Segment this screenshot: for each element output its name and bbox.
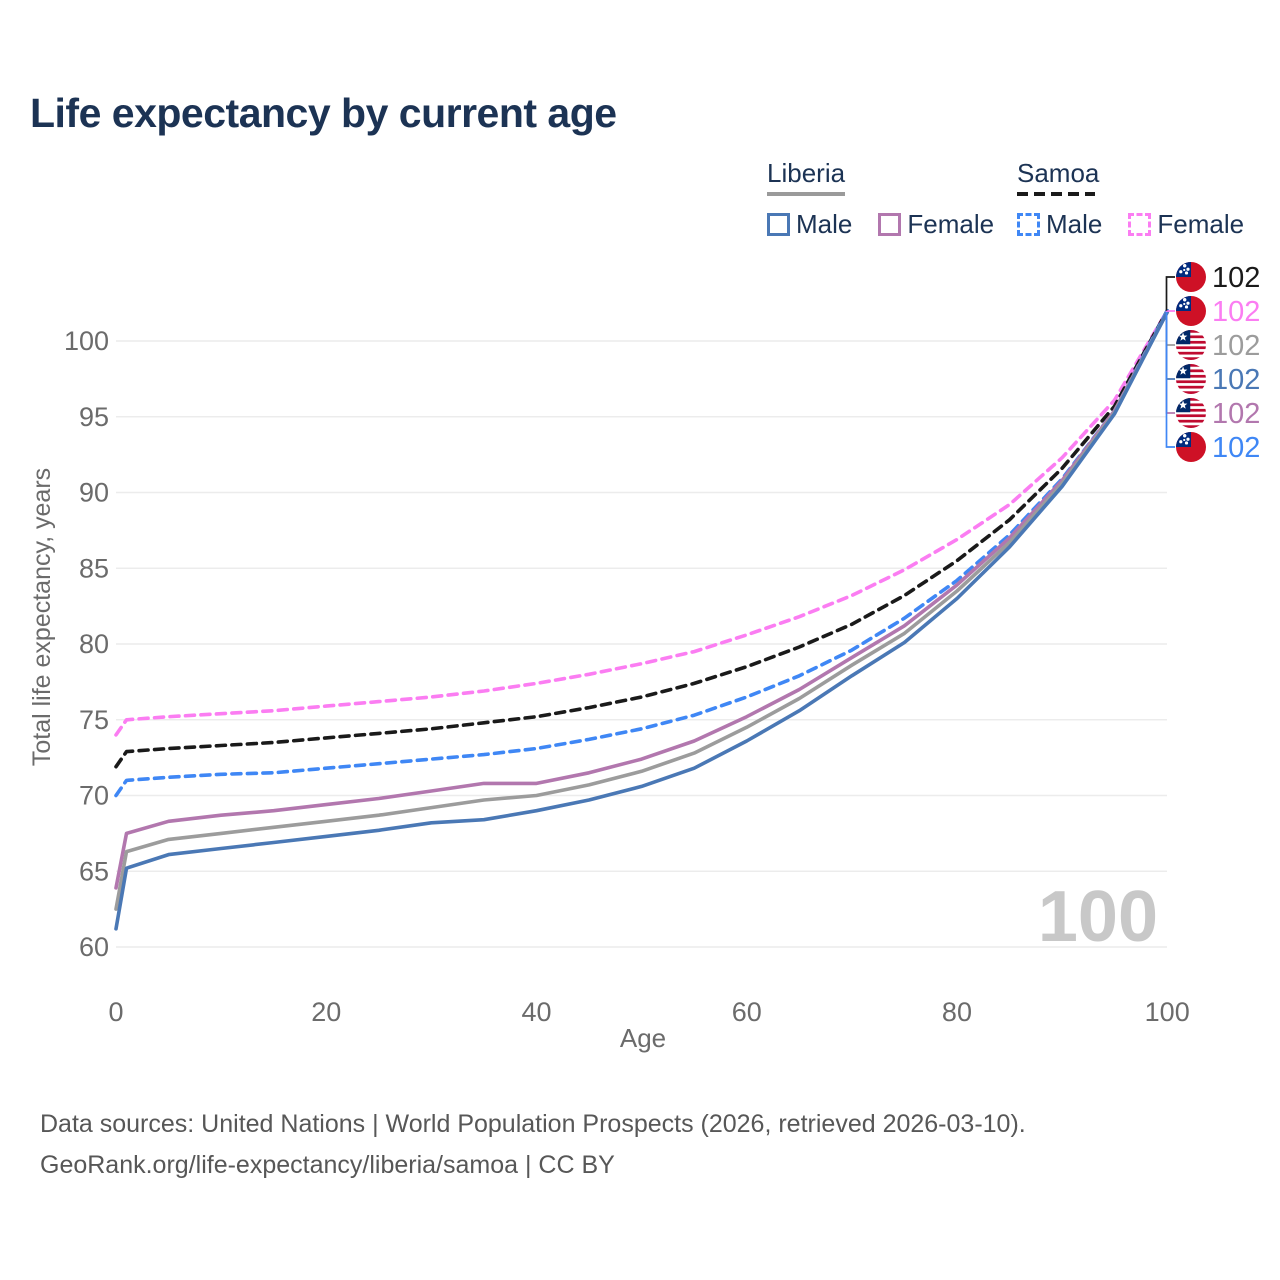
x-tick-label: 80 bbox=[942, 997, 972, 1027]
x-tick-label: 20 bbox=[311, 997, 341, 1027]
end-label: 102 bbox=[1176, 296, 1260, 328]
samoa-female-swatch-icon bbox=[1128, 213, 1152, 236]
y-tick-label: 100 bbox=[64, 326, 109, 356]
x-axis-tick-labels: 0 20 40 60 80 100 bbox=[108, 997, 1189, 1027]
legend-item-label: Female bbox=[907, 209, 995, 239]
liberia-female-swatch-icon bbox=[878, 213, 902, 236]
samoa-male-swatch-icon bbox=[1017, 213, 1040, 236]
end-label: 102 bbox=[1176, 398, 1260, 430]
leader-line bbox=[1165, 310, 1175, 448]
y-tick-label: 80 bbox=[79, 629, 109, 659]
data-sources-line: Data sources: United Nations | World Pop… bbox=[40, 1110, 1026, 1138]
end-label: 102 bbox=[1176, 330, 1260, 362]
leader-line bbox=[1165, 310, 1175, 346]
end-label-value: 102 bbox=[1212, 262, 1260, 294]
y-tick-label: 90 bbox=[79, 478, 109, 508]
legend-group-liberia: Liberia Male Female bbox=[767, 158, 994, 240]
end-label: 102 bbox=[1176, 364, 1260, 396]
samoa-flag-icon bbox=[1176, 296, 1206, 326]
series-line-liberia-female bbox=[114, 310, 1169, 890]
y-tick-label: 60 bbox=[79, 932, 109, 962]
y-tick-label: 75 bbox=[79, 705, 109, 735]
y-axis-tick-labels: 60 65 70 75 80 85 90 95 100 bbox=[64, 326, 109, 962]
end-label-value: 102 bbox=[1212, 330, 1260, 362]
legend-item-label: Male bbox=[796, 209, 853, 239]
leader-line bbox=[1165, 276, 1175, 311]
series-line-liberia-male bbox=[114, 310, 1169, 931]
legend-item-label: Female bbox=[1157, 209, 1245, 239]
legend-group-underline-dashed bbox=[1017, 192, 1095, 196]
legend-item-samoa-male[interactable]: Male bbox=[1017, 209, 1102, 240]
leader-line bbox=[1165, 310, 1175, 414]
page-title: Life expectancy by current age bbox=[30, 90, 617, 136]
footer: Data sources: United Nations | World Pop… bbox=[40, 1104, 1026, 1186]
y-axis-title: Total life expectancy, years bbox=[28, 468, 56, 766]
gridlines bbox=[116, 340, 1167, 948]
legend-group-samoa: Samoa Male Female bbox=[1017, 158, 1244, 240]
series-line-samoa-male bbox=[114, 308, 1169, 798]
x-axis-title: Age bbox=[620, 1023, 666, 1053]
liberia-flag-icon bbox=[1176, 364, 1206, 394]
end-label: 102 bbox=[1176, 262, 1260, 294]
legend-group-underline-solid bbox=[767, 192, 845, 196]
series-line-liberia-total bbox=[114, 310, 1169, 911]
end-label-value: 102 bbox=[1212, 296, 1260, 328]
series-lines bbox=[114, 308, 1169, 931]
series-line-samoa-total bbox=[114, 308, 1169, 769]
liberia-flag-icon bbox=[1176, 330, 1206, 360]
liberia-male-swatch-icon bbox=[767, 213, 790, 236]
y-tick-label: 95 bbox=[79, 402, 109, 432]
legend-item-label: Male bbox=[1046, 209, 1103, 239]
legend-group-title: Samoa bbox=[1017, 158, 1100, 188]
series-line-samoa-female bbox=[114, 308, 1169, 737]
y-tick-label: 85 bbox=[79, 553, 109, 583]
end-label: 102 bbox=[1176, 432, 1260, 464]
attribution-line: GeoRank.org/life-expectancy/liberia/samo… bbox=[40, 1151, 615, 1179]
x-tick-label: 100 bbox=[1145, 997, 1190, 1027]
samoa-flag-icon bbox=[1176, 262, 1206, 292]
legend-item-liberia-male[interactable]: Male bbox=[767, 209, 852, 240]
end-label-value: 102 bbox=[1212, 364, 1260, 396]
age-watermark: 100 bbox=[1038, 877, 1158, 957]
y-tick-label: 70 bbox=[79, 781, 109, 811]
y-tick-label: 65 bbox=[79, 856, 109, 886]
samoa-flag-icon bbox=[1176, 432, 1206, 462]
legend-group-title: Liberia bbox=[767, 158, 846, 188]
x-tick-label: 60 bbox=[732, 997, 762, 1027]
end-label-value: 102 bbox=[1212, 432, 1260, 464]
chart-area: 60 65 70 75 80 85 90 95 100 0 20 40 60 80 100 Total l… bbox=[28, 262, 1260, 1053]
legend-item-samoa-female[interactable]: Female bbox=[1128, 209, 1244, 240]
x-tick-label: 0 bbox=[108, 997, 123, 1027]
x-tick-label: 40 bbox=[521, 997, 551, 1027]
legend-item-liberia-female[interactable]: Female bbox=[878, 209, 994, 240]
end-label-value: 102 bbox=[1212, 398, 1260, 430]
liberia-flag-icon bbox=[1176, 398, 1206, 428]
